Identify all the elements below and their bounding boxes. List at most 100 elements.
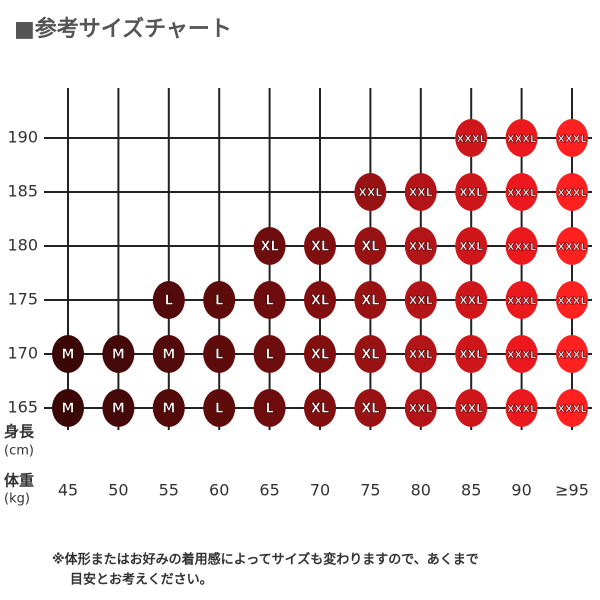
size-badge bbox=[556, 119, 588, 157]
size-badge bbox=[52, 389, 84, 427]
x-tick-label: 55 bbox=[159, 481, 179, 500]
size-label: XXXL bbox=[557, 242, 587, 253]
size-label: XL bbox=[311, 294, 329, 309]
size-label: M bbox=[112, 402, 125, 417]
size-label: M bbox=[62, 348, 75, 363]
size-badge bbox=[505, 389, 538, 427]
size-label: XL bbox=[361, 348, 379, 363]
size-badge bbox=[505, 227, 538, 265]
x-label: 体重 bbox=[4, 472, 34, 490]
x-tick-label: 60 bbox=[209, 481, 229, 500]
size-badge bbox=[556, 173, 588, 211]
y-unit: (cm) bbox=[4, 444, 34, 459]
size-label: XXL bbox=[459, 240, 483, 253]
size-badge bbox=[152, 389, 185, 427]
size-label: XXL bbox=[459, 186, 483, 199]
size-label: XXL bbox=[409, 348, 433, 361]
size-badge bbox=[455, 227, 488, 265]
size-badge bbox=[505, 173, 538, 211]
size-badge bbox=[404, 335, 437, 373]
x-tick-label: 45 bbox=[58, 481, 78, 500]
size-badge bbox=[455, 281, 488, 319]
note-line: 目安とお考えください。 bbox=[70, 572, 213, 588]
x-tick-label: ≥95 bbox=[555, 481, 589, 500]
title: ■参考サイズチャート bbox=[14, 16, 232, 42]
size-label: L bbox=[165, 294, 173, 309]
size-badge bbox=[505, 335, 538, 373]
x-tick-label: 50 bbox=[108, 481, 128, 500]
size-label: XXXL bbox=[557, 350, 587, 361]
size-label: XXXL bbox=[507, 242, 537, 253]
size-label: XL bbox=[361, 294, 379, 309]
x-unit: (kg) bbox=[4, 492, 30, 507]
size-badge bbox=[203, 389, 236, 427]
x-tick-label: 65 bbox=[259, 481, 279, 500]
y-label: 身長 bbox=[4, 423, 35, 441]
size-badge bbox=[203, 335, 236, 373]
size-label: XXL bbox=[358, 186, 382, 199]
size-label: XXL bbox=[409, 240, 433, 253]
size-label: XXXL bbox=[507, 188, 537, 199]
size-badge bbox=[404, 389, 437, 427]
x-tick-label: 85 bbox=[461, 481, 481, 500]
size-badge bbox=[253, 227, 286, 265]
size-label: XXXL bbox=[507, 404, 537, 415]
size-badge bbox=[556, 281, 588, 319]
size-label: XXL bbox=[459, 294, 483, 307]
size-label: XL bbox=[361, 402, 379, 417]
y-tick-label: 185 bbox=[7, 182, 38, 201]
size-label: XL bbox=[260, 240, 278, 255]
x-tick-label: 90 bbox=[511, 481, 531, 500]
size-badge bbox=[505, 281, 538, 319]
size-badge bbox=[203, 281, 236, 319]
size-label: XL bbox=[361, 240, 379, 255]
size-label: XL bbox=[311, 240, 329, 255]
size-badge bbox=[52, 335, 84, 373]
size-badge bbox=[253, 389, 286, 427]
size-label: XXXL bbox=[507, 296, 537, 307]
x-tick-label: 70 bbox=[310, 481, 330, 500]
size-label: XXXL bbox=[456, 134, 486, 145]
size-badge bbox=[304, 227, 336, 265]
size-badge bbox=[354, 227, 387, 265]
size-label: L bbox=[265, 402, 273, 417]
size-badge bbox=[455, 335, 488, 373]
size-label: XL bbox=[311, 348, 329, 363]
x-tick-label: 80 bbox=[411, 481, 431, 500]
size-label: XXL bbox=[409, 186, 433, 199]
size-label: XXXL bbox=[507, 350, 537, 361]
y-tick-label: 175 bbox=[7, 290, 38, 309]
size-badge bbox=[304, 335, 336, 373]
size-badge bbox=[404, 281, 437, 319]
size-label: XL bbox=[311, 402, 329, 417]
size-badge bbox=[505, 119, 538, 157]
size-badge bbox=[253, 281, 286, 319]
size-badge bbox=[556, 335, 588, 373]
y-tick-label: 170 bbox=[7, 344, 38, 363]
size-badge bbox=[253, 335, 286, 373]
size-badge bbox=[152, 281, 185, 319]
size-label: XXXL bbox=[557, 404, 587, 415]
size-label: L bbox=[215, 294, 223, 309]
size-badge bbox=[455, 389, 488, 427]
size-badge bbox=[354, 173, 387, 211]
size-label: M bbox=[162, 402, 175, 417]
size-label: XXL bbox=[409, 402, 433, 415]
size-badge bbox=[102, 335, 135, 373]
size-label: M bbox=[62, 402, 75, 417]
size-label: XXL bbox=[409, 294, 433, 307]
size-label: XXXL bbox=[557, 296, 587, 307]
y-tick-label: 165 bbox=[7, 398, 38, 417]
size-badge bbox=[404, 227, 437, 265]
note-line: ※体形またはお好みの着用感によってサイズも変わりますので、あくまで bbox=[52, 552, 479, 568]
size-label: L bbox=[265, 294, 273, 309]
y-tick-label: 190 bbox=[7, 128, 38, 147]
size-badge bbox=[354, 335, 387, 373]
size-label: XXXL bbox=[557, 188, 587, 199]
size-badge bbox=[556, 227, 588, 265]
size-badge bbox=[152, 335, 185, 373]
size-badge bbox=[556, 389, 588, 427]
size-badge bbox=[404, 173, 437, 211]
size-label: XXL bbox=[459, 348, 483, 361]
